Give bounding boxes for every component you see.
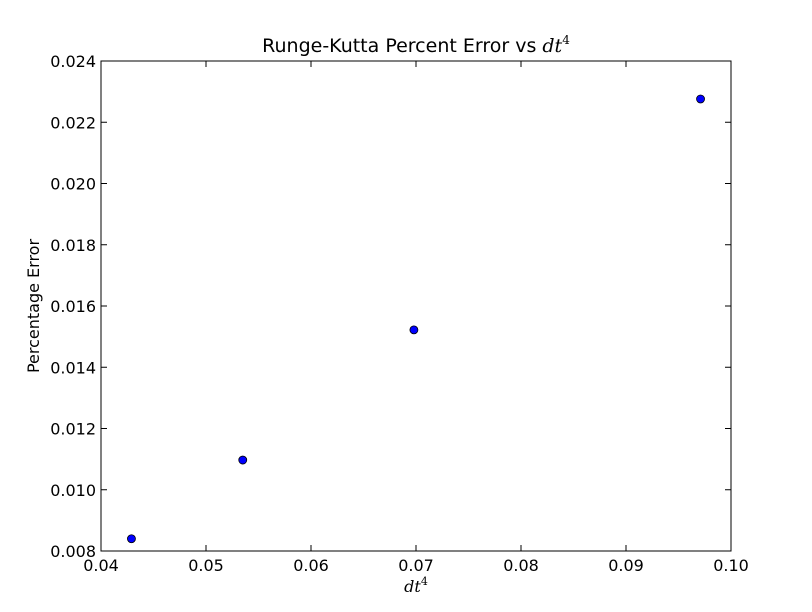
data-point (409, 325, 419, 335)
y-tick-label: 0.016 (50, 297, 96, 316)
x-tick-label: 0.06 (293, 556, 329, 575)
y-tick-label: 0.012 (50, 420, 96, 439)
y-tick-label: 0.018 (50, 236, 96, 255)
x-axis-label-exponent: 4 (421, 575, 428, 588)
x-axis-label: dt4 (404, 575, 428, 596)
x-tick-label: 0.07 (398, 556, 434, 575)
x-tick-label: 0.05 (188, 556, 224, 575)
y-tick-label: 0.020 (50, 175, 96, 194)
y-tick-label: 0.022 (50, 113, 96, 132)
y-tick-label: 0.008 (50, 542, 96, 561)
y-axis: 0.008 0.010 0.012 0.014 0.016 0.018 0.020 0.022… (50, 52, 731, 561)
data-point (238, 455, 248, 465)
data-point (696, 94, 705, 104)
y-tick-label: 0.010 (50, 481, 96, 500)
y-tick-label: 0.024 (50, 52, 96, 71)
x-axis-label-math: dt (404, 577, 421, 596)
chart-title-text: Runge-Kutta Percent Error vs (262, 35, 542, 57)
x-axis: 0.04 0.05 0.06 0.07 0.08 0.09 0.10 (83, 61, 749, 575)
chart-title: Runge-Kutta Percent Error vs dt4 (262, 33, 570, 57)
y-axis-label: Percentage Error (24, 239, 43, 374)
x-tick-label: 0.08 (503, 556, 539, 575)
data-point (127, 534, 136, 544)
x-tick-label: 0.09 (608, 556, 644, 575)
plot-area (100, 60, 732, 552)
y-tick-label: 0.014 (50, 358, 96, 377)
x-tick-label: 0.04 (83, 556, 119, 575)
x-tick-label: 0.10 (713, 556, 749, 575)
data-points (127, 94, 705, 544)
chart-title-math-exponent: 4 (562, 33, 570, 47)
chart-title-math: dt (542, 35, 562, 57)
